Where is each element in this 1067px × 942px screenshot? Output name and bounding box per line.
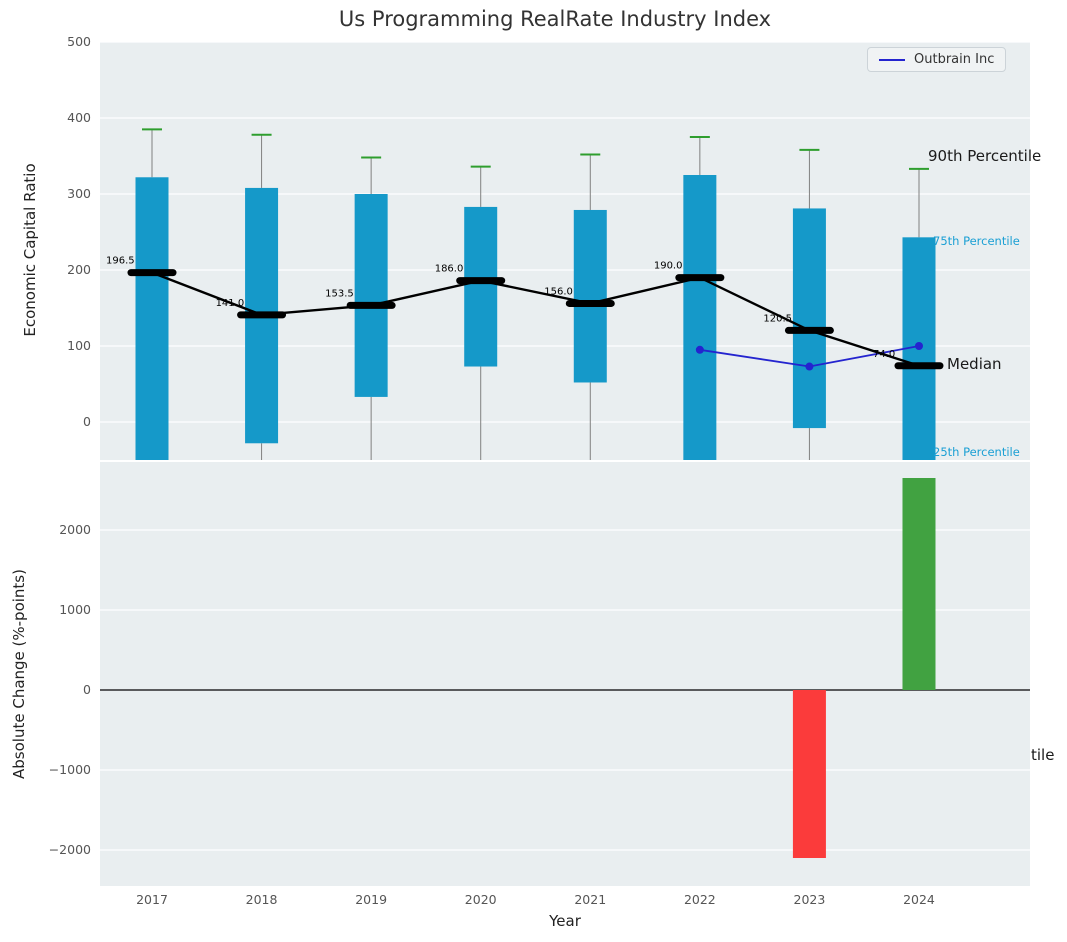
annotation-median: Median [947, 355, 1002, 373]
legend: Outbrain Inc [867, 47, 1007, 72]
iqr-box [135, 177, 169, 460]
outbrain-point [695, 345, 704, 354]
iqr-box [683, 175, 717, 460]
y-tick-label: −1000 [49, 762, 91, 777]
y-tick-label: 2000 [59, 522, 91, 537]
median-value-label: 153.5 [325, 288, 354, 299]
y-tick-label: 400 [67, 110, 91, 125]
bottom-y-axis-label: Absolute Change (%-points) [10, 569, 28, 779]
median-value-label: 74.0 [873, 349, 895, 360]
y-tick-label: 300 [67, 186, 91, 201]
annotation-75th-percentile: 75th Percentile [933, 234, 1020, 248]
chart-title: Us Programming RealRate Industry Index [338, 7, 772, 31]
y-tick-label: 200 [67, 262, 91, 277]
change-bar [792, 690, 826, 858]
x-tick-label: 2022 [684, 892, 716, 907]
annotation-25th-percentile: 25th Percentile [933, 445, 1020, 459]
change-bar [902, 478, 936, 690]
annotation-90th-percentile: 90th Percentile [928, 147, 1042, 165]
median-value-label: 186.0 [435, 264, 464, 275]
iqr-box [354, 194, 388, 397]
legend-line-swatch [879, 58, 905, 61]
top-panel-bg [100, 42, 1030, 460]
x-tick-label: 2019 [355, 892, 387, 907]
x-tick-label: 2017 [136, 892, 168, 907]
y-tick-label: 500 [67, 34, 91, 49]
bottom-panel-bg [100, 462, 1030, 886]
y-tick-label: 1000 [59, 602, 91, 617]
x-tick-label: 2023 [794, 892, 826, 907]
x-tick-label: 2020 [465, 892, 497, 907]
y-tick-label: 0 [83, 682, 91, 697]
median-value-label: 196.5 [106, 256, 135, 267]
outbrain-point [805, 362, 814, 371]
median-value-label: 141.0 [216, 298, 245, 309]
x-axis-label: Year [549, 912, 581, 930]
top-y-axis-label: Economic Capital Ratio [21, 163, 39, 337]
x-tick-label: 2018 [246, 892, 278, 907]
median-value-label: 190.0 [654, 261, 683, 272]
iqr-box [464, 206, 498, 367]
y-tick-label: −2000 [49, 842, 91, 857]
y-tick-label: 0 [83, 414, 91, 429]
iqr-box [573, 209, 607, 383]
median-value-label: 120.5 [763, 313, 792, 324]
median-value-label: 156.0 [544, 286, 573, 297]
x-tick-label: 2024 [903, 892, 935, 907]
iqr-box [792, 208, 826, 429]
y-tick-label: 100 [67, 338, 91, 353]
outbrain-point [914, 342, 923, 350]
annotation-clipped-text: tile [1031, 746, 1055, 764]
x-tick-label: 2021 [574, 892, 606, 907]
legend-label: Outbrain Inc [914, 52, 995, 67]
